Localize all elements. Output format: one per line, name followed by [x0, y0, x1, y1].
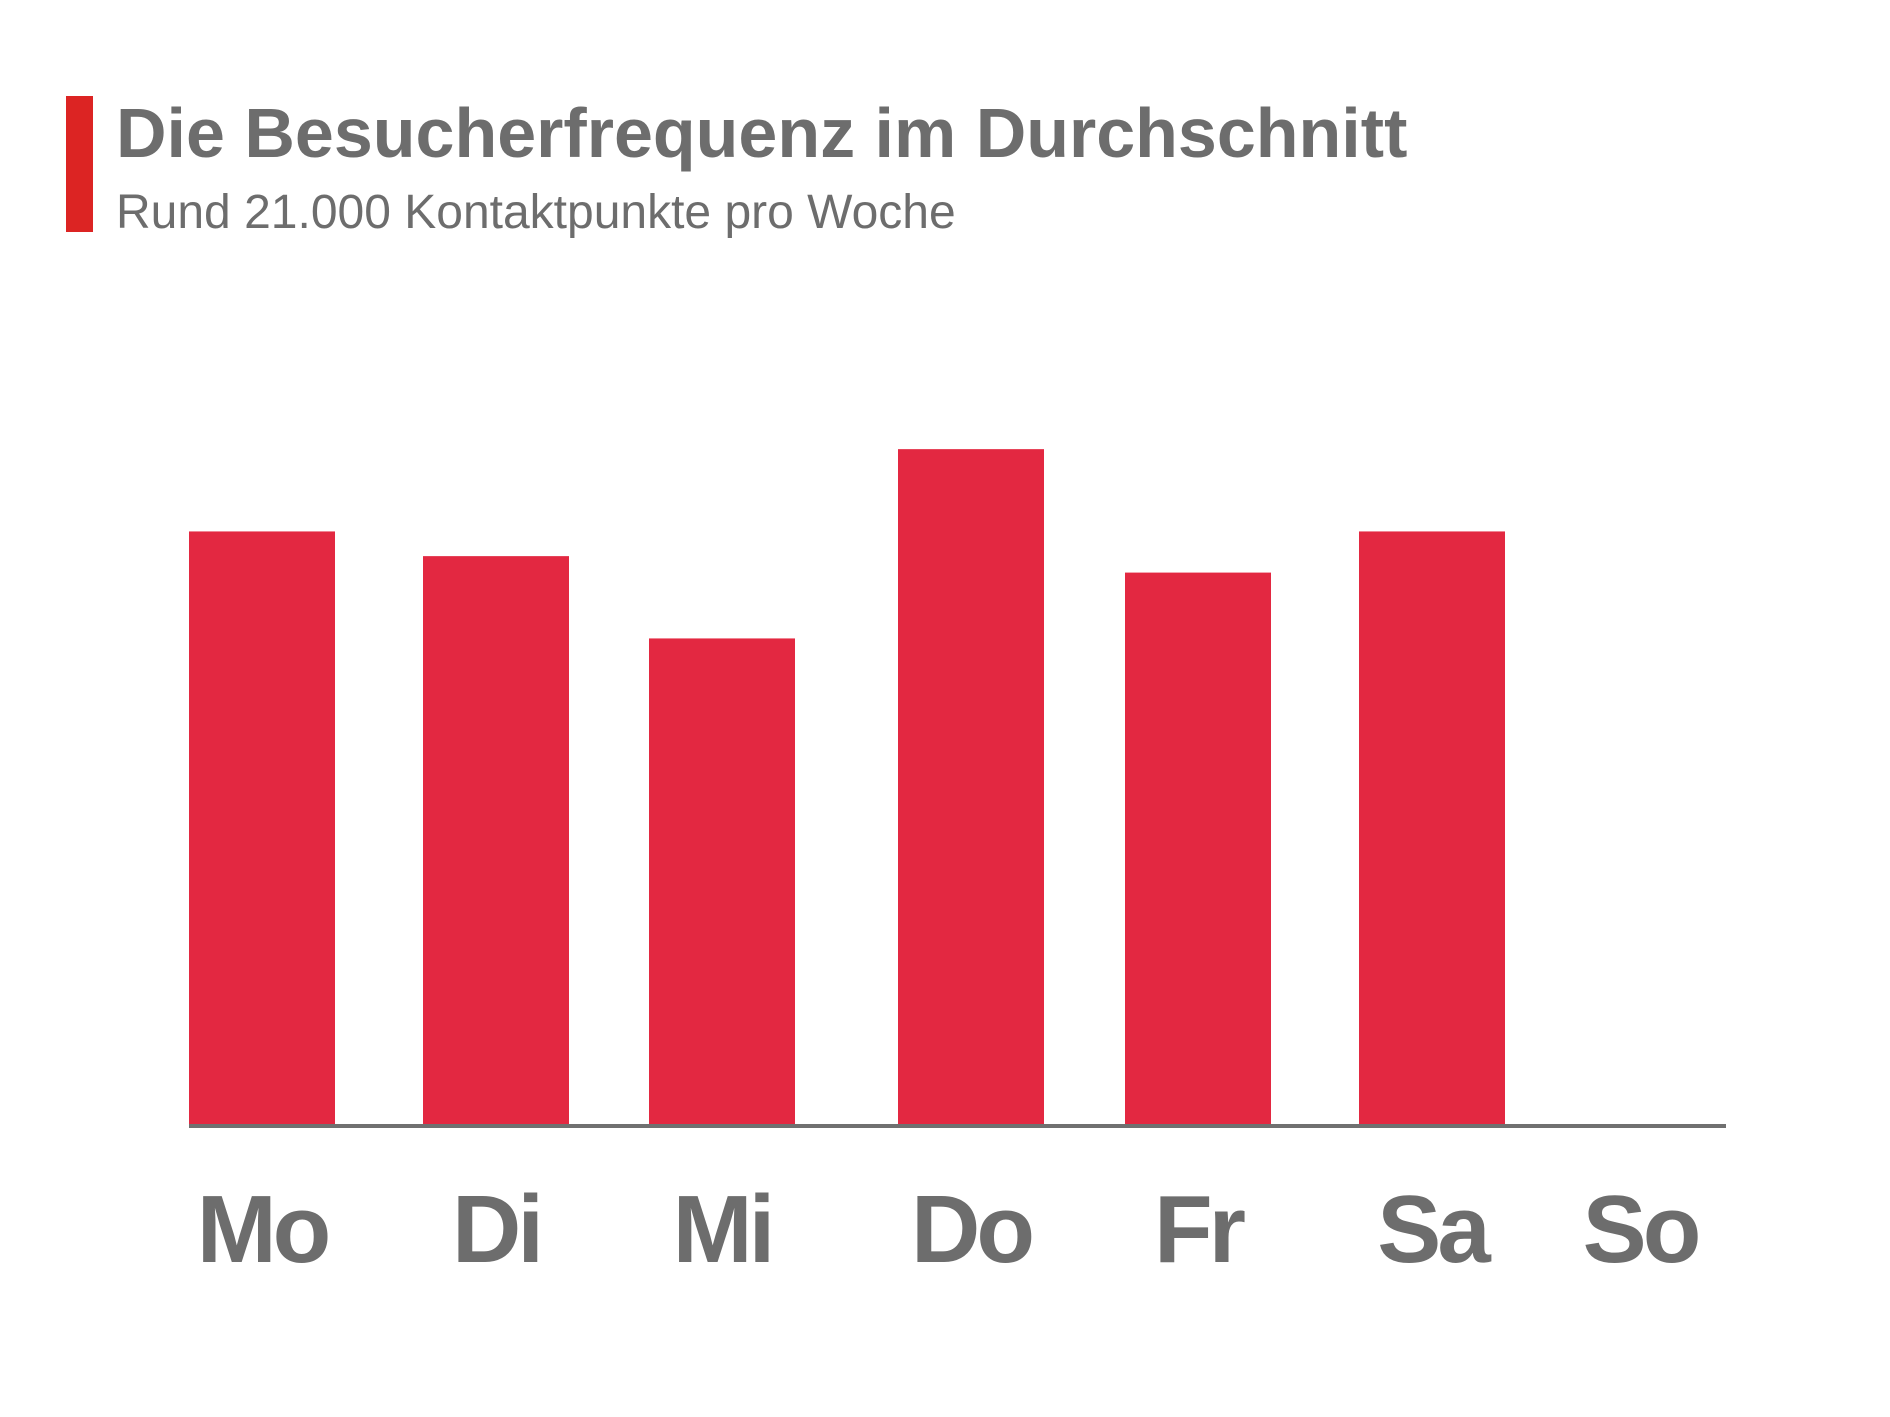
- bar: [423, 556, 569, 1124]
- bar: [649, 638, 795, 1124]
- x-tick-label: Sa: [1377, 1176, 1491, 1283]
- bar: [189, 531, 335, 1124]
- chart-title: Die Besucherfrequenz im Durchschnitt: [116, 94, 1407, 172]
- x-tick-label: Do: [911, 1176, 1031, 1283]
- x-tick-label: Mo: [197, 1176, 328, 1283]
- bar: [1359, 531, 1505, 1124]
- x-tick-label: So: [1583, 1176, 1698, 1283]
- bar: [1125, 572, 1271, 1124]
- chart-subtitle: Rund 21.000 Kontaktpunkte pro Woche: [116, 186, 956, 239]
- x-tick-label: Fr: [1154, 1176, 1245, 1283]
- bar: [898, 449, 1044, 1124]
- title-accent: [66, 96, 93, 232]
- x-tick-label: Mi: [673, 1176, 772, 1283]
- x-tick-label: Di: [452, 1176, 540, 1283]
